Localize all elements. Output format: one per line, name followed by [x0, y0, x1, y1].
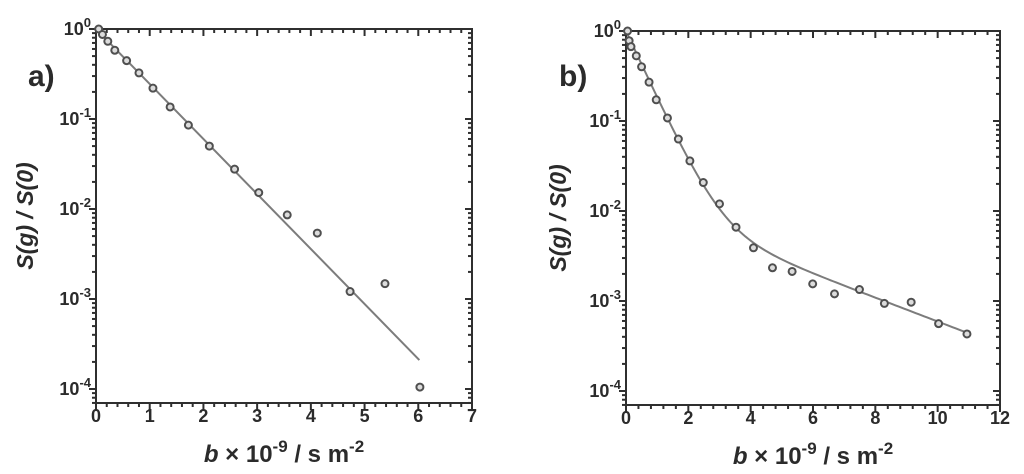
data-point — [282, 210, 292, 220]
data-point — [122, 56, 132, 66]
y-tick-label: 10-2 — [589, 197, 621, 221]
y-tick-label: 10-4 — [59, 375, 91, 399]
data-point — [312, 228, 322, 238]
x-axis-title: b × 10-9 / s m-2 — [733, 439, 893, 470]
y-axis-title: S(g) / S(0) — [12, 162, 38, 269]
data-points — [94, 24, 425, 392]
data-point — [380, 279, 390, 289]
panel-b: 0 2 4 6 8 10 12 100 10-1 10-2 10-3 10-4 b) S(g) / S(0… — [545, 17, 1010, 470]
x-tick-label: 1 — [145, 406, 155, 426]
data-point — [230, 164, 240, 174]
panel-a: 0 1 2 3 4 5 6 7 100 10-1 10-2 10-3 10-4 a) S(g) / S(0)… — [12, 15, 477, 468]
x-axis-title: b × 10-9 / s m-2 — [204, 437, 364, 468]
x-tick-label: 4 — [746, 408, 756, 428]
x-tick-label: 2 — [683, 408, 693, 428]
data-point — [651, 95, 661, 105]
x-tick-label: 0 — [91, 406, 101, 426]
data-point — [415, 382, 425, 392]
y-tick-label: 10-2 — [59, 195, 91, 219]
data-point — [662, 113, 672, 123]
tick-labels: 0 1 2 3 4 5 6 7 100 10-1 10-2 10-3 10-4 — [59, 15, 477, 426]
data-points — [623, 26, 972, 339]
y-tick-label: 10-3 — [589, 287, 621, 311]
x-tick-label: 6 — [413, 406, 423, 426]
data-point — [623, 26, 633, 36]
data-point — [345, 287, 355, 297]
data-point — [637, 62, 647, 72]
tick-labels: 0 2 4 6 8 10 12 100 10-1 10-2 10-3 10-4 — [589, 17, 1010, 428]
data-point — [254, 188, 264, 198]
x-tick-label: 6 — [808, 408, 818, 428]
data-point — [103, 36, 113, 46]
data-point — [698, 178, 708, 188]
plot-frame — [625, 30, 1001, 406]
data-point — [934, 319, 944, 329]
axis-ticks — [619, 30, 1001, 412]
data-point — [204, 141, 214, 151]
data-point — [134, 68, 144, 78]
data-point — [715, 199, 724, 209]
y-tick-label: 10-1 — [589, 107, 621, 131]
y-tick-label: 10-1 — [59, 105, 91, 129]
data-point — [830, 289, 839, 299]
data-point — [673, 134, 683, 144]
x-tick-label: 3 — [252, 406, 262, 426]
y-tick-label: 10-3 — [59, 285, 91, 309]
data-point — [644, 77, 654, 87]
data-point — [879, 298, 889, 308]
x-tick-label: 10 — [928, 408, 948, 428]
x-tick-label: 0 — [621, 408, 631, 428]
panel-label: a) — [28, 60, 55, 93]
y-tick-label: 100 — [64, 15, 91, 39]
data-point — [808, 279, 818, 289]
data-point — [183, 120, 193, 130]
x-tick-label: 8 — [870, 408, 880, 428]
x-tick-label: 7 — [467, 406, 477, 426]
x-tick-label: 2 — [198, 406, 208, 426]
data-point — [854, 285, 864, 295]
data-point — [685, 156, 695, 166]
panel-label: b) — [559, 60, 587, 93]
data-point — [626, 42, 636, 52]
data-point — [962, 329, 972, 339]
data-point — [787, 266, 797, 276]
data-point — [731, 222, 741, 232]
x-tick-label: 4 — [306, 406, 316, 426]
data-point — [165, 102, 175, 112]
data-point — [748, 243, 758, 253]
y-tick-label: 10-4 — [589, 377, 621, 401]
plot-frame — [95, 28, 473, 404]
data-point — [906, 297, 916, 307]
data-point — [110, 45, 120, 55]
x-tick-label: 5 — [360, 406, 370, 426]
fit-line — [625, 30, 968, 334]
data-point — [767, 263, 777, 273]
x-tick-label: 12 — [990, 408, 1010, 428]
data-point — [148, 83, 158, 93]
y-tick-label: 100 — [594, 17, 621, 41]
data-point — [97, 29, 107, 39]
data-point — [631, 51, 641, 61]
y-axis-title: S(g) / S(0) — [545, 164, 571, 271]
axis-ticks — [89, 28, 473, 410]
